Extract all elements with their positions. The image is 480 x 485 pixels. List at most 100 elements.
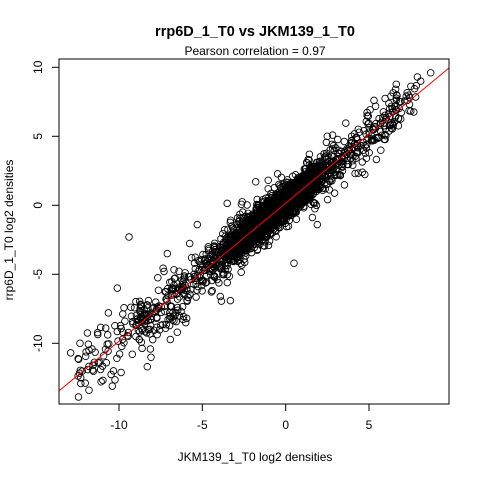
data-point: [234, 257, 242, 265]
data-point: [147, 353, 155, 362]
data-points: [66, 69, 435, 401]
data-point: [175, 293, 184, 301]
data-point: [270, 183, 279, 192]
data-point: [369, 126, 378, 134]
data-point: [103, 340, 111, 348]
data-point: [380, 119, 389, 127]
data-point: [362, 117, 371, 126]
data-point: [136, 314, 145, 323]
data-point: [138, 344, 146, 353]
data-point: [271, 192, 279, 201]
data-point: [308, 184, 316, 193]
data-point: [381, 130, 389, 139]
data-point: [89, 367, 98, 375]
data-point: [76, 339, 84, 347]
data-point: [340, 181, 349, 189]
data-point: [208, 258, 216, 267]
data-point: [233, 214, 242, 222]
data-point: [118, 342, 126, 351]
data-point: [426, 69, 435, 77]
data-point: [74, 393, 83, 401]
data-point: [304, 169, 313, 178]
data-point: [114, 337, 122, 345]
data-point: [254, 224, 262, 232]
data-point: [378, 131, 386, 140]
data-point: [171, 274, 179, 282]
data-point: [292, 215, 301, 224]
data-point: [297, 190, 306, 199]
data-point: [85, 346, 93, 354]
data-point: [150, 303, 158, 312]
data-point: [85, 362, 93, 371]
data-point: [244, 238, 253, 247]
data-point: [309, 165, 317, 173]
data-point: [84, 340, 93, 348]
data-point: [152, 298, 160, 306]
data-point: [199, 250, 207, 259]
data-point: [177, 307, 185, 316]
data-point: [294, 174, 302, 182]
data-point: [307, 173, 315, 182]
data-point: [120, 303, 128, 312]
data-point: [117, 368, 125, 377]
data-point: [337, 160, 346, 169]
data-point: [219, 238, 228, 246]
data-point: [143, 362, 152, 371]
data-point: [297, 188, 306, 196]
data-point: [183, 297, 191, 305]
data-point: [363, 112, 371, 120]
x-tick-label: -10: [110, 418, 128, 432]
data-point: [326, 166, 335, 174]
data-point: [166, 335, 175, 344]
data-point: [392, 80, 401, 89]
data-point: [390, 117, 399, 126]
data-point: [222, 250, 230, 258]
data-point: [117, 324, 125, 333]
data-point: [299, 197, 307, 206]
data-point: [393, 91, 401, 100]
data-point: [136, 304, 144, 313]
data-point: [362, 154, 371, 163]
data-point: [338, 163, 347, 171]
data-point: [238, 218, 247, 226]
data-point: [99, 376, 107, 385]
data-point: [238, 261, 246, 269]
data-point: [145, 325, 154, 334]
data-point: [263, 206, 272, 215]
data-point: [254, 202, 262, 210]
data-point: [379, 108, 388, 116]
data-point: [96, 365, 105, 374]
data-point: [127, 303, 135, 312]
data-point: [347, 149, 355, 158]
data-point: [178, 302, 187, 311]
data-point: [405, 107, 413, 115]
data-point: [219, 269, 228, 277]
data-point: [224, 225, 232, 234]
data-point: [354, 125, 363, 134]
data-point: [94, 359, 103, 367]
data-point: [168, 285, 177, 294]
data-point: [392, 106, 401, 114]
y-tick-label: 10: [31, 60, 45, 74]
data-point: [282, 215, 291, 223]
x-tick-label: 5: [366, 418, 373, 432]
data-point: [134, 326, 143, 334]
data-point: [252, 235, 260, 244]
data-point: [157, 308, 165, 317]
data-point: [308, 213, 317, 222]
data-point: [208, 286, 216, 295]
data-point: [216, 292, 225, 301]
data-point: [202, 259, 210, 268]
data-point: [191, 253, 200, 261]
data-point: [74, 372, 82, 380]
data-point: [314, 185, 322, 193]
data-point: [175, 312, 184, 320]
data-point: [124, 328, 133, 337]
data-point: [325, 186, 334, 194]
data-point: [215, 245, 224, 253]
data-point: [331, 155, 340, 164]
data-point: [281, 198, 290, 207]
data-point: [216, 262, 225, 271]
